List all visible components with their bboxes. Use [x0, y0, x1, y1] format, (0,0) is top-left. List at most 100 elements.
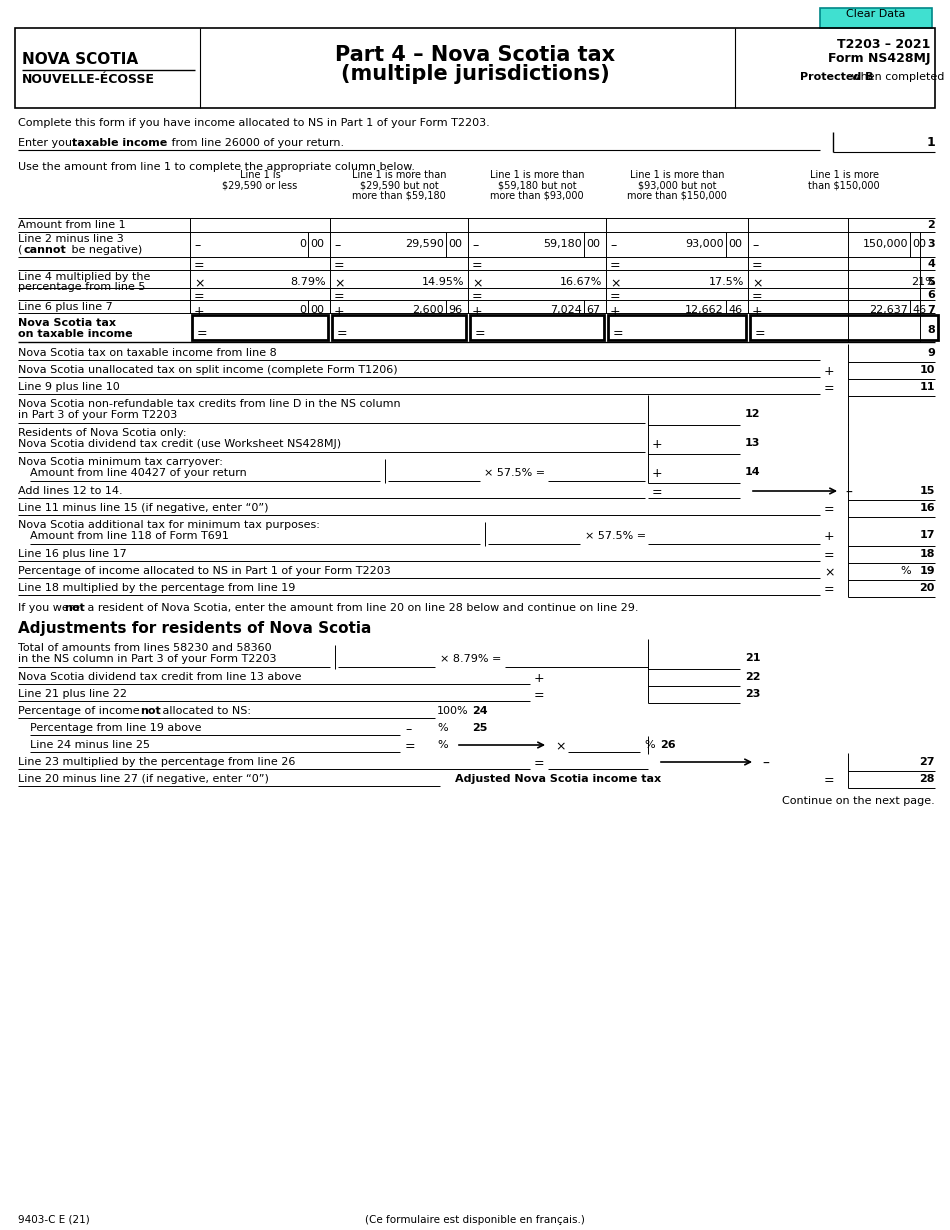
Text: Total of amounts from lines 58230 and 58360: Total of amounts from lines 58230 and 58… — [18, 643, 272, 653]
Text: =: = — [824, 774, 835, 787]
Text: =: = — [824, 383, 835, 395]
Text: 21: 21 — [745, 653, 761, 663]
Text: ×: × — [610, 277, 620, 290]
Text: +: + — [824, 530, 835, 542]
Text: Enter your: Enter your — [18, 138, 80, 148]
Text: Nova Scotia dividend tax credit from line 13 above: Nova Scotia dividend tax credit from lin… — [18, 672, 301, 681]
Text: more than $59,180: more than $59,180 — [352, 189, 446, 200]
Text: $93,000 but not: $93,000 but not — [637, 180, 716, 189]
Text: cannot: cannot — [24, 245, 66, 255]
Text: 1: 1 — [926, 137, 935, 149]
Text: 12,662: 12,662 — [685, 305, 724, 315]
Text: Line 1 is more than: Line 1 is more than — [630, 170, 724, 180]
Text: on taxable income: on taxable income — [18, 328, 133, 339]
Text: 150,000: 150,000 — [863, 239, 908, 248]
Text: ×: × — [194, 277, 204, 290]
Text: 5: 5 — [927, 277, 935, 287]
Text: taxable income: taxable income — [72, 138, 167, 148]
Text: 16: 16 — [920, 503, 935, 513]
Text: NOVA SCOTIA: NOVA SCOTIA — [22, 52, 138, 66]
Text: Line 4 multiplied by the: Line 4 multiplied by the — [18, 272, 150, 282]
Text: %: % — [644, 740, 655, 750]
Text: × 57.5% =: × 57.5% = — [585, 531, 646, 541]
Text: =: = — [337, 327, 348, 339]
Text: (: ( — [18, 245, 23, 255]
Text: =: = — [334, 290, 345, 303]
Text: =: = — [534, 689, 544, 702]
Text: Line 1 is more than: Line 1 is more than — [352, 170, 446, 180]
Text: Line 24 minus line 25: Line 24 minus line 25 — [30, 740, 150, 750]
Text: 23: 23 — [745, 689, 760, 699]
Text: 0: 0 — [299, 305, 306, 315]
Text: Amount from line 40427 of your return: Amount from line 40427 of your return — [30, 467, 247, 478]
Text: +: + — [652, 467, 663, 480]
Text: =: = — [610, 260, 620, 272]
Text: not: not — [64, 603, 85, 613]
Text: 00: 00 — [728, 239, 742, 248]
Text: Clear Data: Clear Data — [846, 9, 905, 18]
Text: 15: 15 — [920, 486, 935, 496]
Text: Percentage of income: Percentage of income — [18, 706, 143, 716]
Text: =: = — [824, 583, 835, 597]
Text: 16.67%: 16.67% — [560, 277, 602, 287]
Text: 10: 10 — [920, 365, 935, 375]
Text: NOUVELLE-ÉCOSSE: NOUVELLE-ÉCOSSE — [22, 73, 155, 86]
Text: $59,180 but not: $59,180 but not — [498, 180, 577, 189]
Text: ×: × — [472, 277, 483, 290]
Bar — [820, 9, 932, 28]
Text: not: not — [140, 706, 161, 716]
Text: 2,600: 2,600 — [412, 305, 444, 315]
Text: Nova Scotia non-refundable tax credits from line D in the NS column: Nova Scotia non-refundable tax credits f… — [18, 399, 401, 410]
Text: 93,000: 93,000 — [685, 239, 724, 248]
Text: –: – — [194, 239, 200, 252]
Text: =: = — [755, 327, 766, 339]
Text: Form NS428MJ: Form NS428MJ — [827, 52, 930, 65]
Text: Residents of Nova Scotia only:: Residents of Nova Scotia only: — [18, 428, 186, 438]
Text: 21%: 21% — [911, 277, 936, 287]
Text: 14.95%: 14.95% — [422, 277, 464, 287]
Text: Add lines 12 to 14.: Add lines 12 to 14. — [18, 486, 123, 496]
Text: Nova Scotia tax: Nova Scotia tax — [18, 319, 116, 328]
Text: 20: 20 — [920, 583, 935, 593]
Text: –: – — [334, 239, 340, 252]
Text: 46: 46 — [912, 305, 926, 315]
Text: 8: 8 — [927, 325, 935, 335]
Text: =: = — [472, 290, 483, 303]
Bar — [192, 315, 328, 339]
Bar — [750, 315, 938, 339]
Text: 14: 14 — [745, 467, 761, 477]
Text: Line 1 is more than: Line 1 is more than — [490, 170, 584, 180]
Text: (multiple jurisdictions): (multiple jurisdictions) — [341, 64, 609, 84]
Text: –: – — [762, 756, 769, 771]
Text: Nova Scotia additional tax for minimum tax purposes:: Nova Scotia additional tax for minimum t… — [18, 520, 320, 530]
Bar — [15, 28, 935, 108]
Text: =: = — [334, 260, 345, 272]
Text: Line 16 plus line 17: Line 16 plus line 17 — [18, 549, 126, 558]
Text: T2203 – 2021: T2203 – 2021 — [837, 38, 930, 50]
Text: allocated to NS:: allocated to NS: — [159, 706, 251, 716]
Text: 67: 67 — [586, 305, 600, 315]
Text: Continue on the next page.: Continue on the next page. — [782, 796, 935, 806]
Bar — [332, 315, 466, 339]
Text: 59,180: 59,180 — [543, 239, 582, 248]
Text: 00: 00 — [586, 239, 600, 248]
Text: 29,590: 29,590 — [405, 239, 444, 248]
Text: 100%: 100% — [437, 706, 468, 716]
Text: 9: 9 — [927, 348, 935, 358]
Text: –: – — [610, 239, 617, 252]
Text: Line 20 minus line 27 (if negative, enter “0”): Line 20 minus line 27 (if negative, ente… — [18, 774, 269, 784]
Text: =: = — [472, 260, 483, 272]
Text: Part 4 – Nova Scotia tax: Part 4 – Nova Scotia tax — [335, 46, 615, 65]
Text: Percentage from line 19 above: Percentage from line 19 above — [30, 723, 201, 733]
Text: +: + — [472, 305, 483, 319]
Text: Nova Scotia dividend tax credit (use Worksheet NS428MJ): Nova Scotia dividend tax credit (use Wor… — [18, 439, 341, 449]
Bar — [470, 315, 604, 339]
Text: 8.79%: 8.79% — [291, 277, 326, 287]
Text: 17: 17 — [920, 530, 935, 540]
Text: =: = — [534, 756, 544, 770]
Text: 25: 25 — [472, 723, 487, 733]
Text: =: = — [752, 290, 763, 303]
Text: 6: 6 — [927, 290, 935, 300]
Text: ×: × — [752, 277, 763, 290]
Text: 18: 18 — [920, 549, 935, 558]
